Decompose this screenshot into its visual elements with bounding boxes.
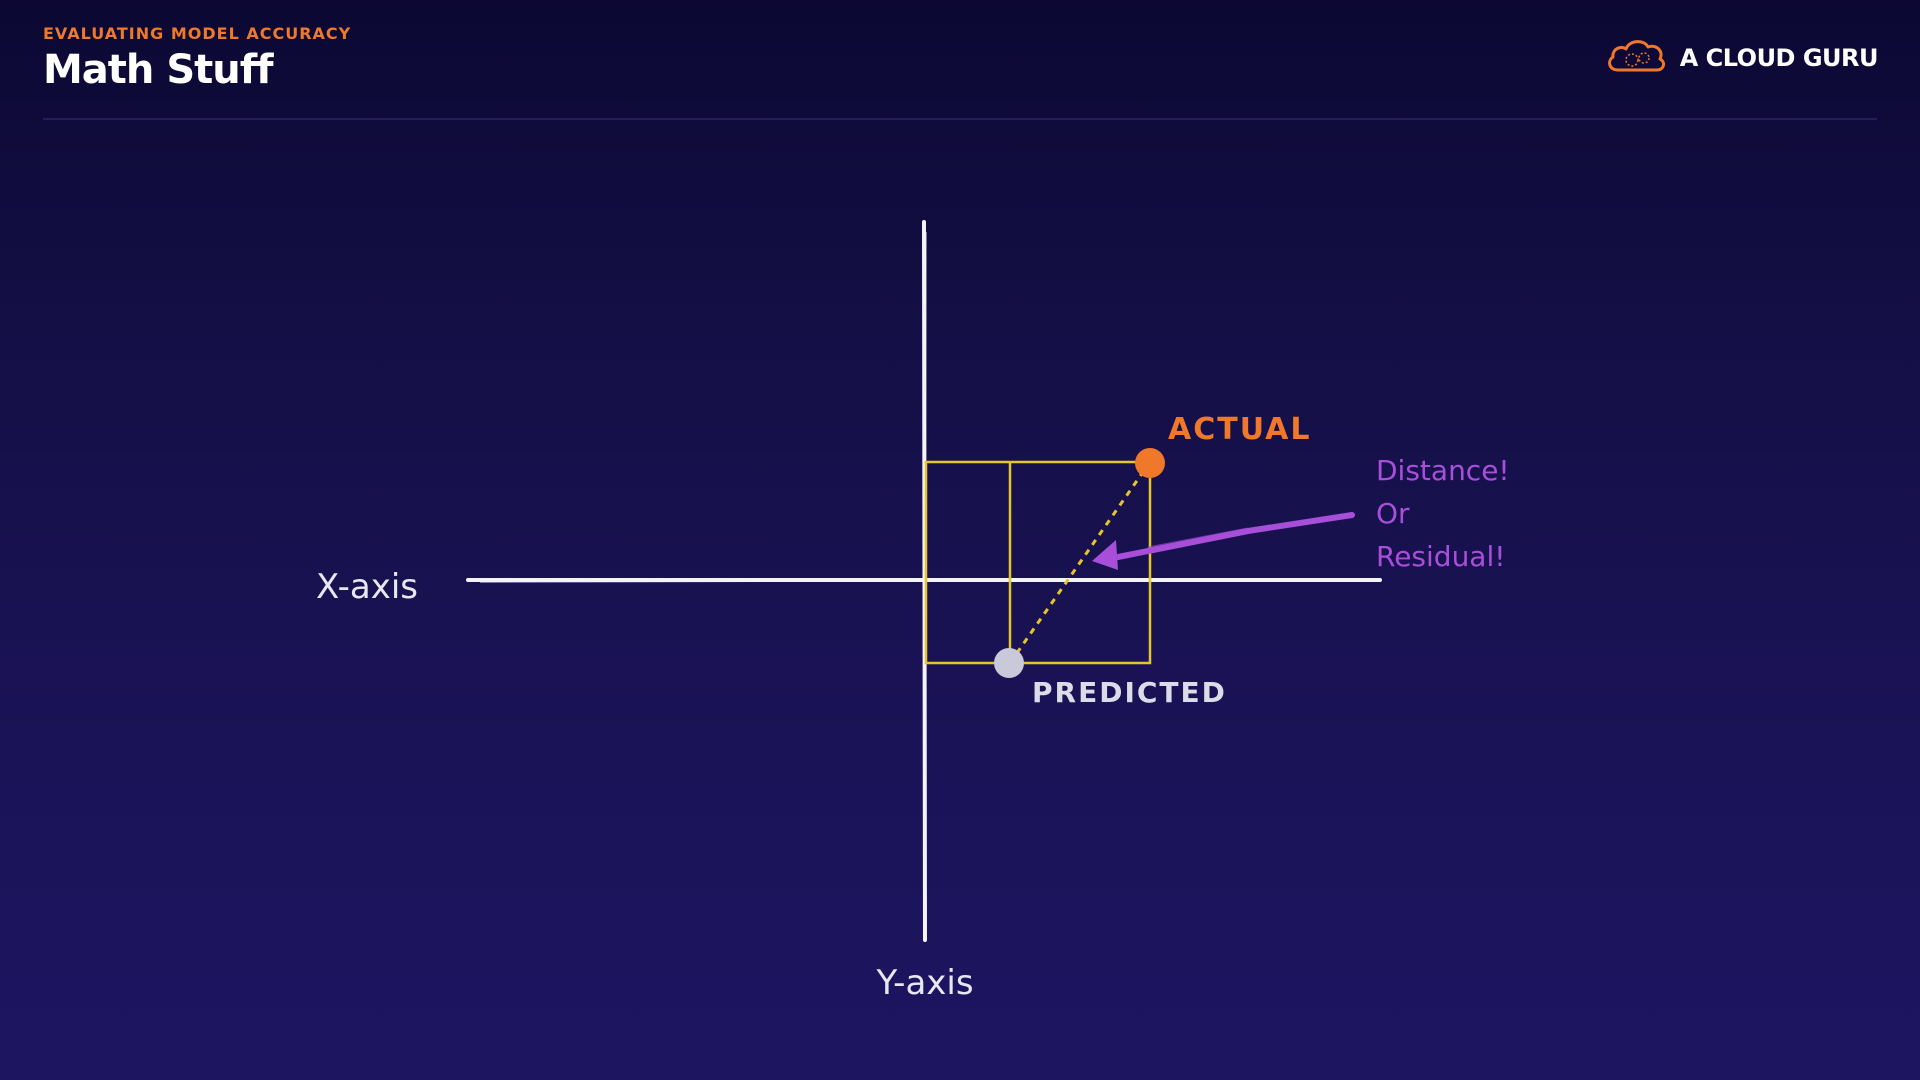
residual-line: [1008, 461, 1152, 664]
actual-label: ACTUAL: [1168, 412, 1311, 447]
header: EVALUATING MODEL ACCURACY Math Stuff: [43, 24, 351, 93]
x-axis-label: X-axis: [316, 567, 418, 607]
predicted-point: [994, 648, 1024, 678]
actual-point: [1135, 448, 1165, 478]
slide-title: Math Stuff: [43, 47, 274, 93]
predicted-label: PREDICTED: [1032, 676, 1227, 709]
residual-arrow: [1092, 512, 1355, 570]
section-eyebrow: EVALUATING MODEL ACCURACY: [43, 24, 352, 43]
note-line-3: Residual!: [1376, 540, 1505, 573]
y-axis-label: Y-axis: [875, 963, 973, 1003]
header-divider: [43, 118, 1877, 120]
residual-note: Distance! Or Residual!: [1376, 454, 1510, 573]
brand-logo: A CLOUD GURU: [1604, 36, 1879, 80]
note-line-1: Distance!: [1376, 454, 1510, 487]
brand-name: A CLOUD GURU: [1679, 44, 1879, 72]
actual-box: [924, 460, 1152, 665]
cloud-logo-icon: [1604, 36, 1668, 80]
note-line-2: Or: [1376, 497, 1410, 530]
